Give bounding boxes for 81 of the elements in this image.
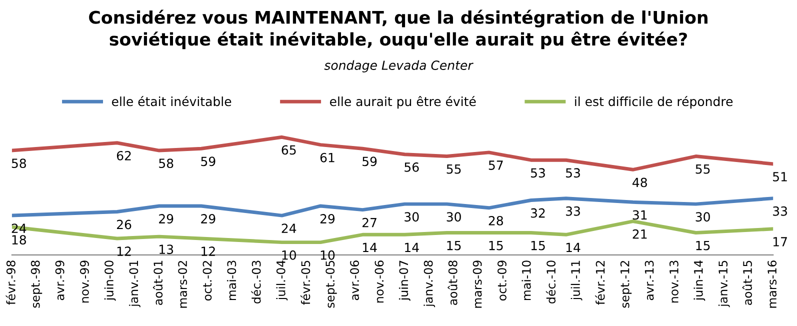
x-tick-label: nov.-13: [669, 260, 678, 303]
data-label: 33: [566, 206, 580, 216]
data-label: 13: [160, 244, 174, 254]
data-label: 59: [201, 156, 216, 166]
x-tick-label: janv.-15: [718, 260, 730, 308]
x-tick-label: nov.-06: [374, 260, 384, 303]
legend-label: elle était inévitable: [112, 96, 232, 106]
x-tick-label: févr.-05: [300, 260, 310, 305]
data-label: 57: [488, 160, 503, 170]
data-label: 29: [159, 214, 174, 224]
data-label: 48: [632, 178, 647, 188]
data-label: 58: [159, 158, 174, 168]
x-tick-label: avr.-99: [55, 260, 64, 300]
data-label: 15: [531, 240, 545, 250]
data-label: 55: [696, 164, 710, 174]
data-label: 29: [320, 214, 335, 224]
data-label: 14: [362, 242, 377, 252]
x-tick-label: févr.-12: [595, 260, 605, 305]
x-tick-label: mars-16: [768, 260, 777, 308]
x-tick-label: juil.-11: [570, 260, 582, 300]
data-label: 17: [773, 237, 787, 246]
data-label: 12: [117, 246, 131, 256]
x-tick-label: oct.-02: [202, 260, 212, 301]
data-label: 15: [489, 240, 503, 250]
x-tick-label: mars-09: [472, 260, 482, 308]
data-label: 18: [12, 235, 26, 245]
x-tick-label: sept.-05: [326, 260, 337, 308]
data-label: 61: [320, 152, 334, 162]
data-label: 24: [282, 224, 296, 233]
data-label: 14: [405, 242, 419, 252]
x-tick-label: janv.-01: [129, 260, 140, 308]
x-tick-label: janv.-08: [424, 260, 436, 308]
x-tick-label: avr.-13: [644, 260, 654, 300]
data-label: 53: [566, 168, 580, 178]
data-label: 28: [488, 216, 503, 226]
x-tick-label: août-01: [152, 260, 163, 305]
x-tick-label: févr.-98: [6, 260, 16, 305]
data-label: 33: [773, 206, 787, 216]
data-label: 21: [632, 229, 647, 239]
x-tick-label: mai-03: [226, 260, 236, 300]
data-label: 10: [320, 250, 335, 260]
x-tick-label: juin-00: [104, 260, 116, 301]
data-label: 62: [116, 150, 131, 160]
data-label: 14: [566, 242, 580, 252]
chart-subtitle: sondage Levada Center: [324, 60, 474, 72]
data-label: 26: [116, 220, 132, 230]
data-label: 32: [530, 208, 545, 218]
data-label: 27: [362, 218, 376, 228]
x-tick-label: avr.-06: [350, 260, 360, 300]
x-tick-label: juil.-04: [276, 260, 288, 300]
x-tick-label: mai-10: [522, 260, 531, 300]
data-label: 10: [282, 250, 296, 260]
data-label: 56: [404, 162, 419, 172]
data-label: 31: [632, 210, 647, 220]
data-label: 30: [404, 212, 419, 222]
x-tick-label: sept.-12: [620, 260, 632, 308]
data-label: 15: [696, 240, 710, 250]
data-label: 30: [696, 212, 710, 222]
x-tick-label: sept.-98: [30, 260, 42, 308]
x-tick-label: oct.-09: [498, 260, 506, 301]
data-label: 51: [773, 172, 787, 182]
legend-label: il est difficile de répondre: [575, 96, 733, 109]
x-tick-label: juin-14: [694, 260, 706, 301]
chart-title: Considérez vous MAINTENANT, que la désintégration de l'Union soviétique était inévitable, ouqu'elle aurait pu être évitée?: [89, 10, 708, 50]
data-label: 15: [447, 240, 461, 250]
data-label: 59: [362, 156, 377, 166]
data-label: 65: [282, 145, 296, 155]
x-tick-label: déc.-10: [546, 260, 556, 304]
data-label: 53: [530, 168, 545, 178]
x-tick-label: déc.-03: [251, 260, 261, 304]
data-label: 58: [12, 158, 26, 168]
x-tick-label: juin-07: [398, 260, 410, 301]
x-tick-label: août-08: [448, 260, 458, 305]
data-label: 29: [201, 214, 216, 224]
data-label: 55: [446, 164, 461, 174]
data-label: 12: [202, 246, 215, 256]
x-tick-label: mars-02: [178, 260, 188, 308]
x-tick-label: nov.-99: [80, 260, 89, 303]
data-label: 30: [446, 212, 461, 222]
legend-label: elle aurait pu être évité: [330, 96, 476, 109]
x-tick-label: août-15: [742, 260, 752, 305]
